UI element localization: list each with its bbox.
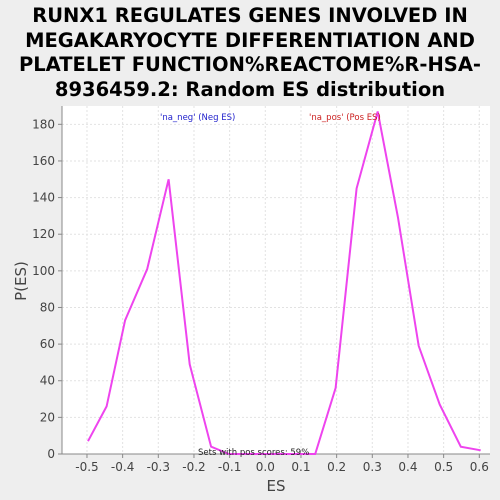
chart-title-line-4: 8936459.2: Random ES distribution — [54, 77, 446, 101]
plot-area — [62, 106, 490, 454]
y-tick-label: 20 — [40, 410, 55, 424]
x-tick-label: 0.2 — [327, 460, 346, 474]
y-tick-label: 100 — [32, 264, 55, 278]
y-tick-label: 120 — [32, 227, 55, 241]
tick-marks: -0.5 -0.4 -0.3 -0.2 -0.1 0.0 0.1 0.2 0.3 0.4 0.5 0.… — [32, 117, 489, 474]
y-tick-label: 60 — [40, 337, 55, 351]
es-distribution-line — [87, 111, 481, 455]
grid-lines — [62, 106, 490, 455]
x-tick-label: -0.2 — [182, 460, 205, 474]
y-tick-label: 80 — [40, 300, 55, 314]
x-tick-label: 0.0 — [256, 460, 275, 474]
x-tick-label: 0.5 — [434, 460, 453, 474]
chart-title-line-3: PLATELET FUNCTION%REACTOME%R-HSA- — [18, 53, 482, 76]
y-tick-label: 0 — [47, 447, 55, 461]
chart-title-line-2: MEGAKARYOCYTE DIFFERENTIATION AND — [25, 28, 475, 52]
y-tick-label: 140 — [32, 191, 55, 205]
legend-pos-label: 'na_pos' (Pos ES) — [309, 113, 381, 123]
x-tick-label: 0.6 — [470, 460, 489, 474]
x-tick-label: -0.1 — [218, 460, 241, 474]
x-tick-label: 0.3 — [363, 460, 382, 474]
legend-neg-label: 'na_neg' (Neg ES) — [160, 113, 235, 123]
y-axis-title: P(ES) — [12, 261, 30, 301]
y-tick-label: 160 — [32, 154, 55, 168]
x-axis-title: ES — [267, 477, 286, 495]
pos-scores-annotation: Sets with pos scores: 59% — [198, 448, 309, 458]
x-tick-label: 0.1 — [291, 460, 310, 474]
chart-title: RUNX1 REGULATES GENES INVOLVED IN MEGAKA… — [0, 4, 500, 102]
x-tick-label: -0.3 — [147, 460, 170, 474]
x-tick-label: -0.4 — [111, 460, 134, 474]
series-lines — [87, 111, 481, 455]
y-tick-label: 180 — [32, 117, 55, 131]
x-tick-label: -0.5 — [75, 460, 98, 474]
x-tick-label: 0.4 — [398, 460, 417, 474]
y-tick-label: 40 — [40, 374, 55, 388]
chart-title-line-1: RUNX1 REGULATES GENES INVOLVED IN — [32, 4, 468, 27]
